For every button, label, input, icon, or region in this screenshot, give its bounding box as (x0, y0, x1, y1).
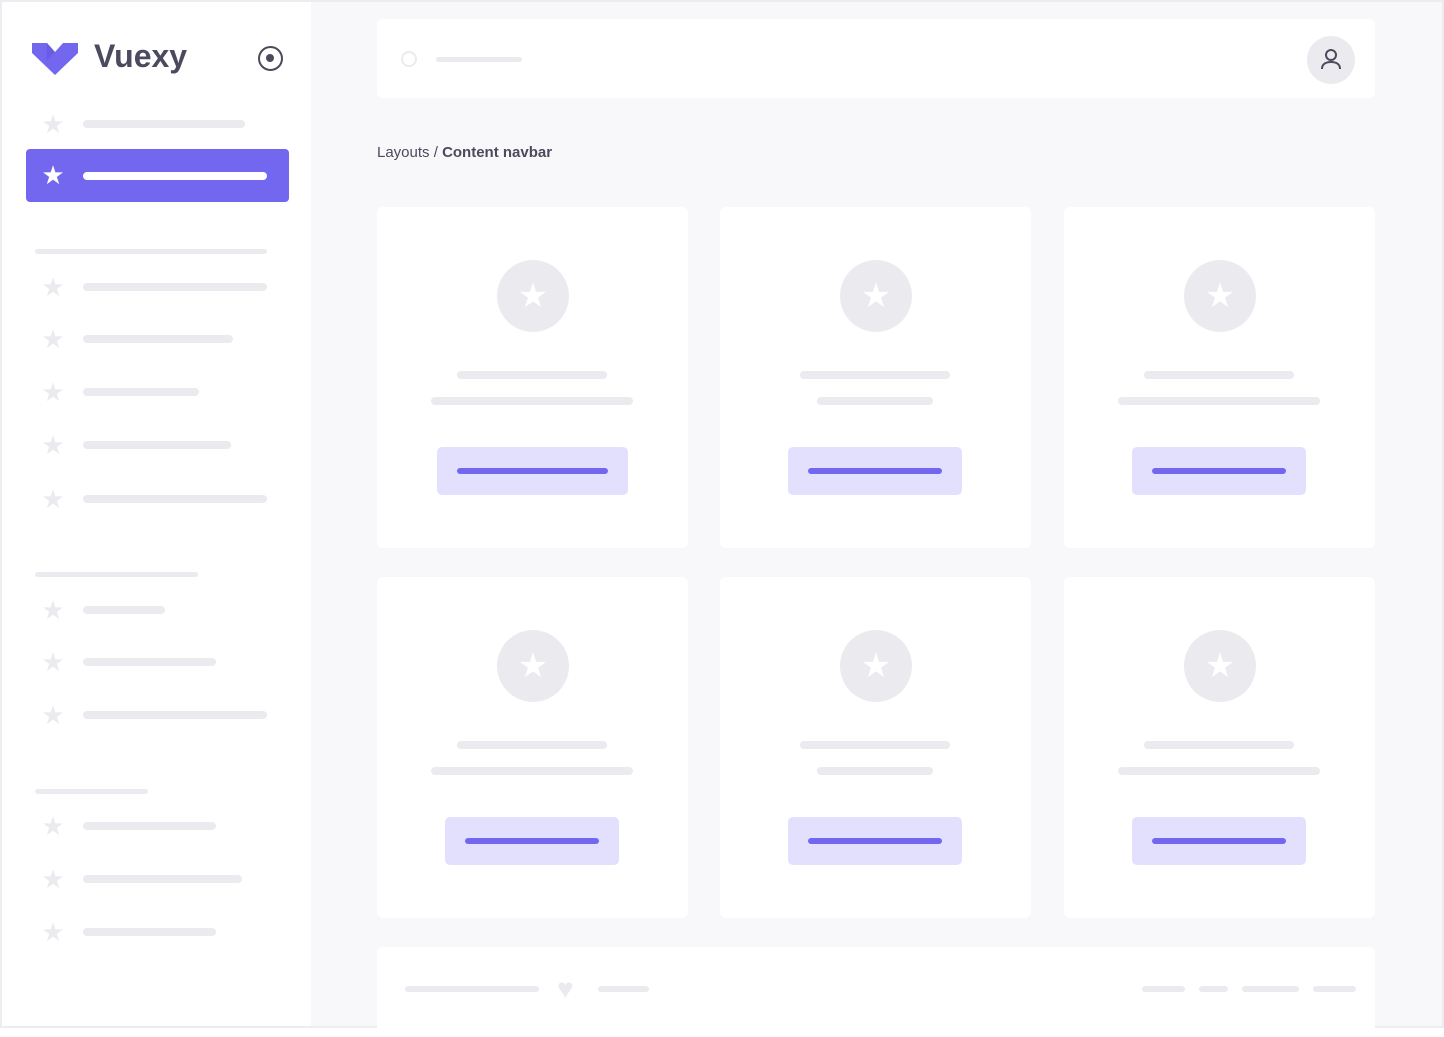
card-button[interactable] (1132, 447, 1306, 495)
sidebar-item[interactable] (83, 495, 267, 503)
sidebar-item[interactable] (83, 822, 216, 830)
star-icon: ★ (1184, 260, 1256, 332)
card: ★ (1064, 207, 1375, 548)
heart-icon: ♥ (557, 973, 574, 1004)
user-icon (1321, 49, 1341, 70)
star-icon: ★ (41, 811, 65, 841)
footer-text (598, 986, 649, 992)
footer-link[interactable] (1142, 986, 1185, 992)
star-icon: ★ (41, 864, 65, 894)
footer-link[interactable] (1242, 986, 1299, 992)
star-icon: ★ (41, 647, 65, 677)
section-divider (35, 249, 267, 254)
star-icon: ★ (41, 109, 65, 139)
brand-name: Vuexy (94, 38, 188, 74)
breadcrumb-parent[interactable]: Layouts (377, 144, 430, 161)
sidebar-item[interactable] (83, 388, 199, 396)
avatar[interactable] (1307, 36, 1355, 84)
breadcrumb-separator: / (429, 144, 443, 161)
sidebar-item[interactable] (83, 606, 165, 614)
card: ★ (720, 577, 1031, 918)
star-icon: ★ (41, 484, 65, 514)
card: ★ (1064, 577, 1375, 918)
placeholder-line (431, 767, 633, 775)
footer-link[interactable] (1313, 986, 1356, 992)
star-icon: ★ (41, 430, 65, 460)
section-divider (35, 789, 148, 794)
sidebar-item-active[interactable]: ★ (26, 149, 289, 202)
star-icon: ★ (41, 377, 65, 407)
placeholder-line (1118, 767, 1320, 775)
placeholder-line (431, 397, 633, 405)
sidebar-toggle-icon[interactable] (258, 46, 283, 71)
sidebar-item[interactable] (83, 335, 233, 343)
star-icon: ★ (840, 260, 912, 332)
placeholder-line (800, 741, 950, 749)
footer: ♥ (377, 947, 1375, 1037)
placeholder-line (800, 371, 950, 379)
star-icon: ★ (41, 160, 65, 190)
search-input[interactable] (436, 57, 522, 62)
card-button[interactable] (788, 447, 962, 495)
sidebar-item[interactable] (83, 441, 231, 449)
sidebar-item[interactable] (83, 875, 242, 883)
card: ★ (377, 207, 688, 548)
placeholder-line (1144, 741, 1294, 749)
star-icon: ★ (41, 272, 65, 302)
star-icon: ★ (1184, 630, 1256, 702)
card-button[interactable] (1132, 817, 1306, 865)
star-icon: ★ (41, 595, 65, 625)
placeholder-line (1118, 397, 1320, 405)
placeholder-line (457, 371, 607, 379)
placeholder-line (457, 741, 607, 749)
placeholder-line (1144, 371, 1294, 379)
sidebar-item[interactable] (83, 928, 216, 936)
logo (32, 42, 78, 76)
placeholder-line (817, 767, 933, 775)
card-button[interactable] (788, 817, 962, 865)
sidebar-item[interactable] (83, 120, 245, 128)
footer-link[interactable] (1199, 986, 1228, 992)
star-icon: ★ (497, 260, 569, 332)
top-navbar (377, 19, 1375, 98)
footer-text (405, 986, 539, 992)
star-icon: ★ (497, 630, 569, 702)
star-icon: ★ (41, 700, 65, 730)
sidebar: Vuexy ★ ★ ★ ★ ★ ★ ★ ★ ★ ★ ★ ★ ★ (2, 2, 311, 1026)
breadcrumb: Layouts / Content navbar (377, 144, 552, 161)
card-button[interactable] (445, 817, 619, 865)
breadcrumb-current: Content navbar (442, 144, 553, 161)
star-icon: ★ (41, 324, 65, 354)
star-icon: ★ (840, 630, 912, 702)
section-divider (35, 572, 198, 577)
sidebar-item-label (83, 172, 267, 180)
search-icon[interactable] (401, 51, 417, 67)
sidebar-item[interactable] (83, 711, 267, 719)
card: ★ (720, 207, 1031, 548)
card-button[interactable] (437, 447, 628, 495)
sidebar-item[interactable] (83, 283, 267, 291)
card: ★ (377, 577, 688, 918)
star-icon: ★ (41, 917, 65, 947)
sidebar-item[interactable] (83, 658, 216, 666)
placeholder-line (817, 397, 933, 405)
